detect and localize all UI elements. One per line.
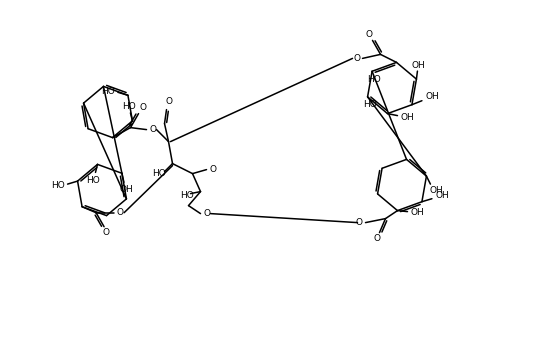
Text: OH: OH: [425, 92, 439, 101]
Text: HO: HO: [180, 191, 193, 200]
Text: O: O: [103, 228, 109, 237]
Text: HO: HO: [86, 176, 100, 185]
Text: HO: HO: [152, 169, 165, 178]
Text: O: O: [353, 54, 360, 63]
Text: O: O: [209, 165, 216, 174]
Text: HO: HO: [122, 103, 137, 111]
Text: O: O: [149, 125, 156, 134]
Text: OH: OH: [400, 113, 415, 122]
Text: OH: OH: [411, 208, 424, 217]
Text: OH: OH: [412, 61, 425, 70]
Text: O: O: [356, 218, 363, 227]
Text: OH: OH: [119, 185, 133, 194]
Text: OH: OH: [430, 186, 443, 194]
Text: HO: HO: [51, 181, 64, 190]
Text: O: O: [139, 103, 146, 112]
Text: O: O: [116, 208, 123, 217]
Text: O: O: [374, 234, 381, 243]
Text: HO: HO: [367, 75, 381, 84]
Text: O: O: [203, 209, 210, 218]
Text: O: O: [365, 30, 372, 39]
Text: HO: HO: [363, 100, 376, 109]
Text: HO: HO: [101, 87, 115, 96]
Text: OH: OH: [435, 191, 449, 200]
Text: O: O: [165, 97, 172, 106]
